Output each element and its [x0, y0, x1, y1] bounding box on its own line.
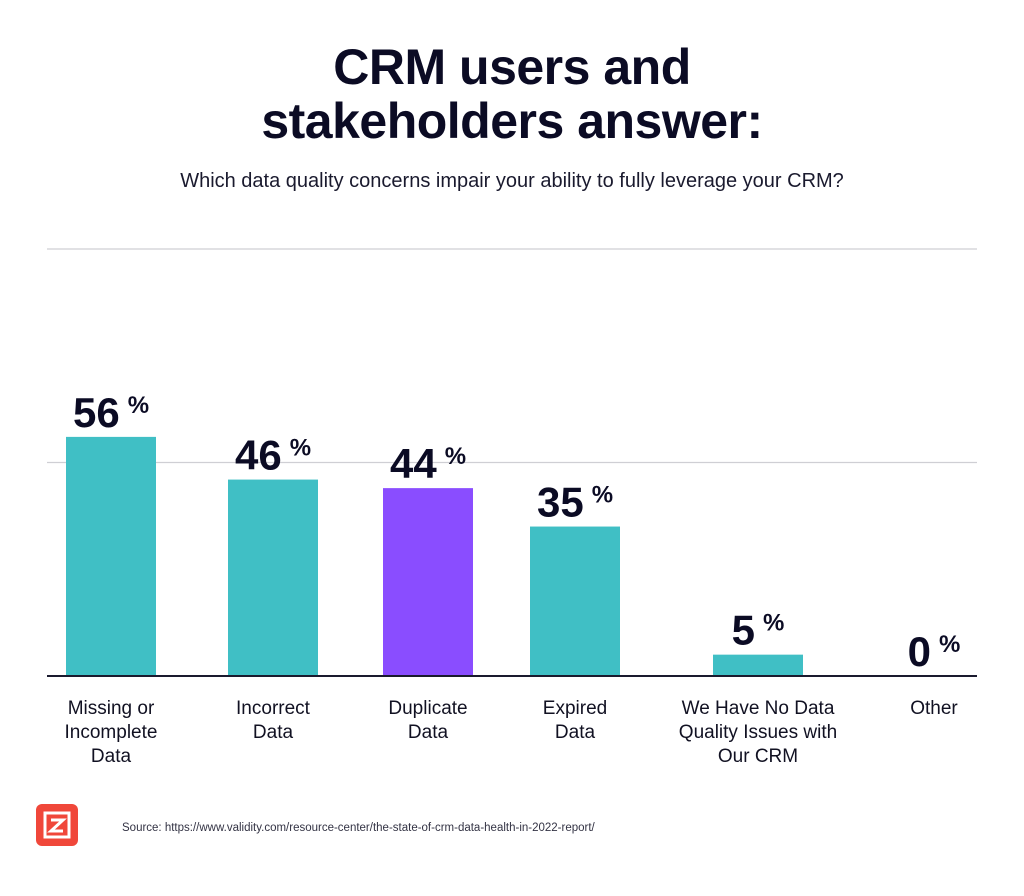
- category-label-line: Data: [90, 746, 132, 767]
- title-line-2: stakeholders answer:: [261, 93, 763, 149]
- title-line-1: CRM users and: [333, 39, 691, 95]
- category-label-line: Quality Issues with: [678, 722, 838, 743]
- z-logo-icon: [43, 811, 71, 839]
- chart-title: CRM users and stakeholders answer:: [0, 40, 1024, 148]
- category-label-line: Data: [407, 722, 449, 743]
- value-label-1: 46%: [235, 432, 311, 479]
- category-label-line: Our CRM: [717, 746, 799, 767]
- bar-0: [66, 436, 156, 676]
- chart-subtitle: Which data quality concerns impair your …: [180, 170, 844, 192]
- value-label-0: 56%: [73, 389, 149, 436]
- value-label-4: 5%: [732, 607, 785, 654]
- category-label-line: We Have No Data: [681, 698, 835, 719]
- brand-logo: [36, 804, 78, 846]
- category-label-line: Expired: [542, 698, 608, 719]
- category-label-line: Duplicate: [388, 698, 468, 719]
- bar-2: [383, 488, 473, 676]
- category-label-line: Incomplete: [64, 722, 158, 743]
- category-label-line: Incorrect: [236, 698, 310, 719]
- bar-1: [228, 479, 318, 676]
- category-label-0: Missing or Incomplete Data: [16, 697, 206, 769]
- value-label-2: 44%: [390, 440, 466, 487]
- category-label-line: Data: [554, 722, 596, 743]
- category-label-3: Expired Data: [480, 697, 670, 745]
- category-label-4: We Have No Data Quality Issues with Our CR…: [663, 697, 853, 769]
- category-label-2: Duplicate Data: [333, 697, 523, 745]
- category-label-1: Incorrect Data: [178, 697, 368, 745]
- value-label-5: 0%: [908, 628, 961, 675]
- category-label-line: Data: [252, 722, 294, 743]
- category-label-line: Other: [910, 698, 958, 719]
- bar-3: [530, 526, 620, 676]
- source-note: Source: https://www.validity.com/resourc…: [122, 822, 595, 834]
- bar-4: [713, 654, 803, 676]
- category-label-5: Other: [839, 697, 1024, 721]
- category-label-line: Missing or: [67, 698, 155, 719]
- value-label-3: 35%: [537, 479, 613, 526]
